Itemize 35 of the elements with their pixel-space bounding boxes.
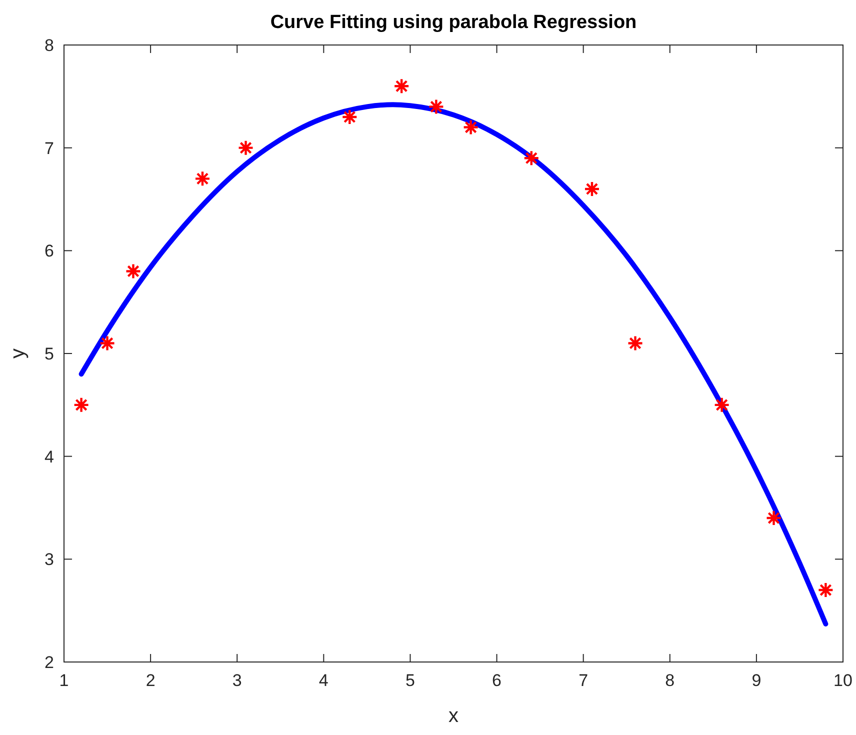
point xyxy=(125,263,142,280)
point xyxy=(818,582,834,598)
point xyxy=(238,140,254,156)
point xyxy=(194,170,211,187)
point xyxy=(584,180,600,198)
point xyxy=(342,108,358,126)
point xyxy=(462,119,479,136)
y-axis-title: y xyxy=(7,348,29,358)
x-tick-label: 3 xyxy=(232,671,242,690)
point xyxy=(714,396,730,414)
point xyxy=(393,78,410,94)
x-tick-label: 4 xyxy=(318,671,328,690)
y-tick-label: 5 xyxy=(44,344,54,364)
y-tick-label: 7 xyxy=(44,138,54,158)
y-tick-label: 6 xyxy=(44,242,54,261)
point xyxy=(766,510,782,526)
point xyxy=(73,396,90,414)
x-axis-title: x xyxy=(448,705,458,727)
y-tick-label: 8 xyxy=(44,36,54,55)
point xyxy=(523,150,540,166)
x-tick-label: 2 xyxy=(146,671,156,690)
x-tick-label: 8 xyxy=(665,671,675,690)
x-tick-label: 5 xyxy=(405,671,415,690)
point xyxy=(627,335,644,352)
y-tick-label: 3 xyxy=(44,550,54,570)
chart-title: Curve Fitting using parabola Regression xyxy=(270,12,637,33)
x-tick-label: 7 xyxy=(578,671,588,690)
y-tick-label: 2 xyxy=(44,653,54,672)
x-tick-label: 6 xyxy=(492,671,502,690)
point xyxy=(99,335,116,352)
x-tick-label: 10 xyxy=(834,671,852,690)
x-tick-label: 9 xyxy=(752,671,762,690)
point xyxy=(428,98,444,115)
y-tick-label: 4 xyxy=(44,447,54,466)
x-tick-label: 1 xyxy=(59,671,69,690)
